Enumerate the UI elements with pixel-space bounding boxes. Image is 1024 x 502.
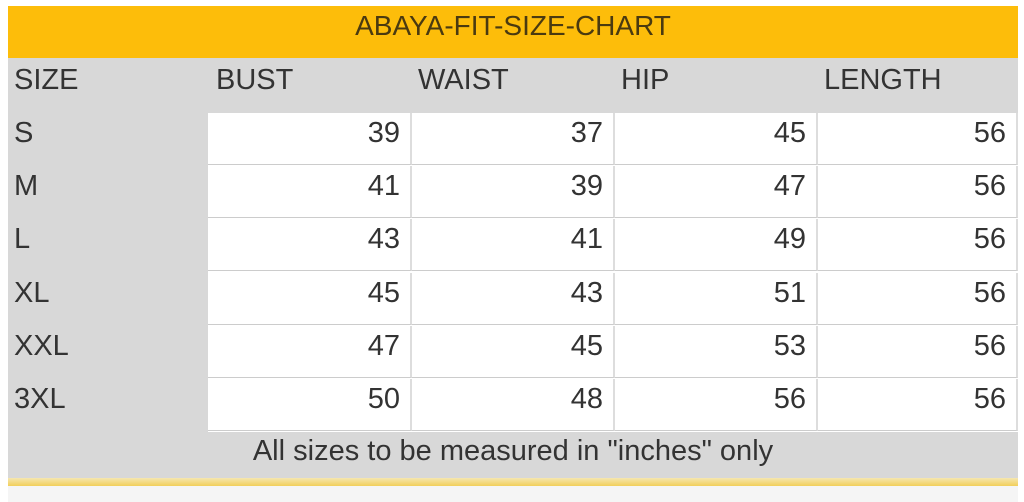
table-cell-bust: 43 bbox=[208, 219, 412, 272]
table-cell-hip: 53 bbox=[615, 325, 818, 378]
size-label: M bbox=[14, 170, 39, 203]
table-cell-waist: 37 bbox=[412, 113, 615, 165]
table-cell-waist: 48 bbox=[412, 379, 615, 431]
table-row: S 39 37 45 56 bbox=[8, 113, 1018, 166]
size-label: XL bbox=[14, 276, 50, 309]
table-cell-hip: 51 bbox=[615, 272, 818, 325]
table-cell-length: 56 bbox=[818, 113, 1018, 165]
column-header-bust: BUST bbox=[216, 64, 294, 96]
table-cell-length: 56 bbox=[818, 325, 1018, 378]
header-row: SIZE BUST WAIST HIP LENGTH bbox=[8, 58, 1018, 113]
size-label: 3XL bbox=[14, 383, 66, 415]
table-cell-bust: 45 bbox=[208, 272, 412, 325]
table-row: L 43 41 49 56 bbox=[8, 219, 1018, 272]
table-cell-waist: 45 bbox=[412, 325, 615, 378]
table-cell-hip: 45 bbox=[615, 113, 818, 165]
column-header-size: SIZE bbox=[14, 64, 79, 96]
table-cell-bust: 47 bbox=[208, 325, 412, 378]
table-cell-length: 56 bbox=[818, 272, 1018, 325]
column-header-hip: HIP bbox=[621, 64, 670, 96]
table-cell-length: 56 bbox=[818, 166, 1018, 219]
column-header-length: LENGTH bbox=[824, 64, 942, 96]
size-label: L bbox=[14, 223, 31, 256]
table-row: XXL 47 45 53 56 bbox=[8, 325, 1018, 379]
table-cell-hip: 49 bbox=[615, 219, 818, 272]
table-cell-waist: 43 bbox=[412, 272, 615, 325]
table-cell-bust: 41 bbox=[208, 166, 412, 219]
size-column bbox=[8, 113, 208, 432]
table-row: 3XL 50 48 56 56 bbox=[8, 379, 1018, 432]
bottom-strip bbox=[8, 486, 1018, 502]
column-header-waist: WAIST bbox=[418, 64, 509, 96]
table-cell-waist: 41 bbox=[412, 219, 615, 272]
chart-title: ABAYA-FIT-SIZE-CHART bbox=[8, 6, 1018, 58]
footnote: All sizes to be measured in "inches" onl… bbox=[8, 432, 1018, 478]
size-label: S bbox=[14, 117, 34, 149]
table-row: XL 45 43 51 56 bbox=[8, 272, 1018, 326]
table-cell-bust: 50 bbox=[208, 379, 412, 431]
table-cell-hip: 47 bbox=[615, 166, 818, 219]
table-cell-hip: 56 bbox=[615, 379, 818, 431]
table-row: M 41 39 47 56 bbox=[8, 166, 1018, 219]
table-cell-length: 56 bbox=[818, 219, 1018, 272]
footer-divider bbox=[8, 478, 1018, 486]
table-cell-waist: 39 bbox=[412, 166, 615, 219]
table-cell-length: 56 bbox=[818, 379, 1018, 431]
size-label: XXL bbox=[14, 329, 69, 362]
table-cell-bust: 39 bbox=[208, 113, 412, 165]
